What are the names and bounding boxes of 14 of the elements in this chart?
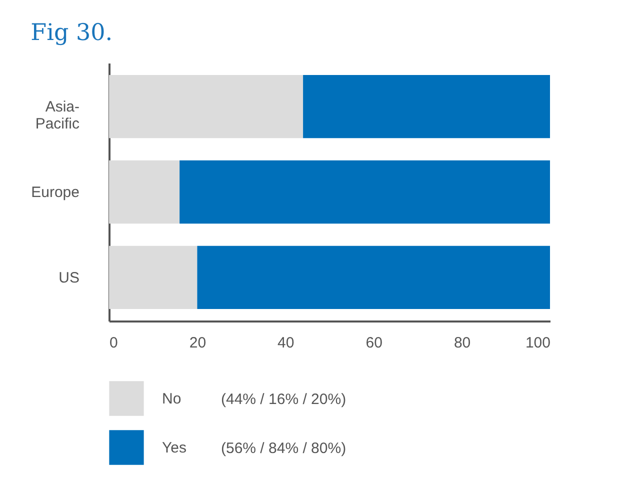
y-tick-label: Europe — [31, 184, 80, 201]
x-tick-label: 100 — [525, 334, 550, 352]
y-tick-label: Asia-Pacific — [35, 98, 80, 133]
x-tick-label: 80 — [454, 334, 471, 352]
x-tick-label: 0 — [110, 334, 118, 352]
legend-label: Yes — [162, 440, 186, 456]
x-tick-label: 20 — [189, 334, 206, 352]
text: (44% / 16% / 20%) — [221, 391, 346, 408]
chart-title: Fig 30. — [30, 20, 113, 46]
y-tick-label: US — [58, 269, 80, 286]
x-tick-label: 40 — [278, 334, 294, 352]
text: (56% / 84% / 80%) — [221, 440, 346, 457]
x-tick-label: 60 — [366, 334, 382, 352]
legend-label: No — [162, 390, 182, 408]
